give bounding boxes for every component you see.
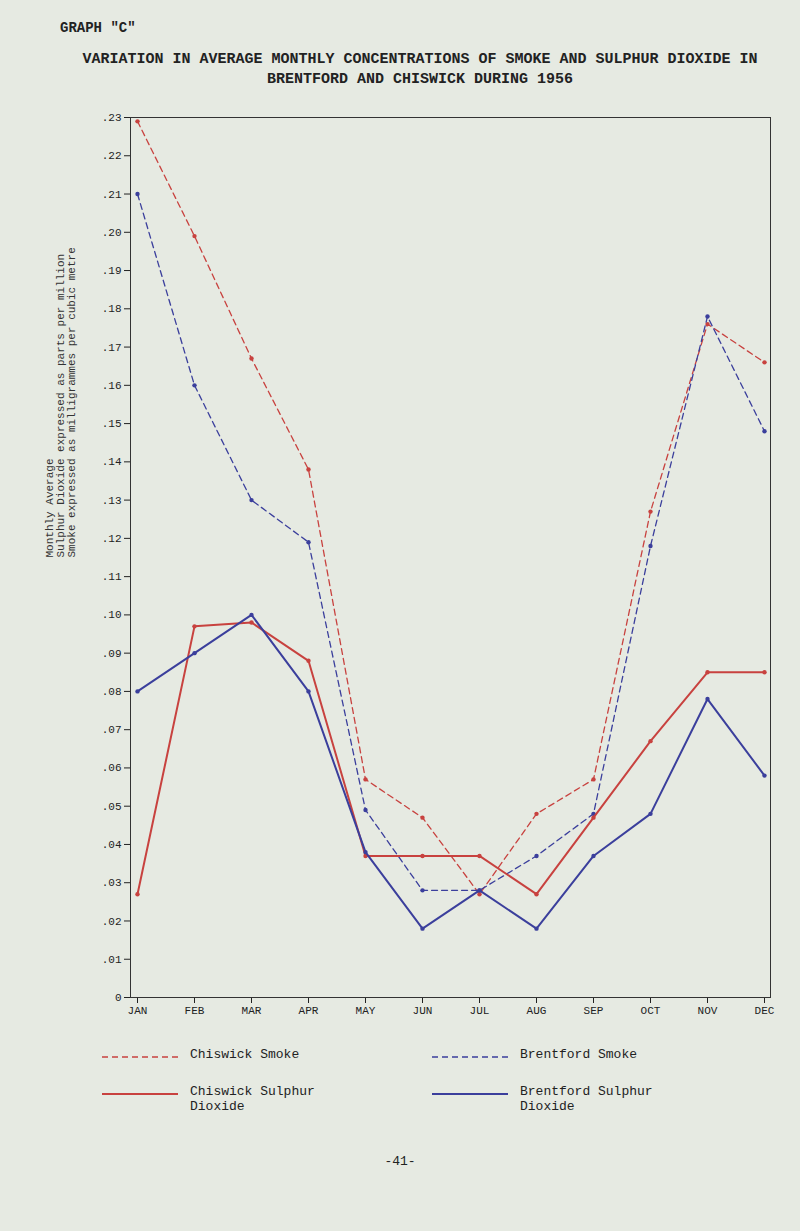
svg-text:.01: .01 [102, 953, 122, 965]
html-text:-41-: -41- [384, 1153, 416, 1169]
svg-text:.14: .14 [102, 456, 122, 468]
svg-text:.02: .02 [102, 915, 122, 927]
svg-text:.04: .04 [102, 838, 122, 850]
svg-text:APR: APR [299, 1005, 319, 1017]
svg-text:AUG: AUG [527, 1005, 547, 1017]
svg-text:.11: .11 [102, 571, 122, 583]
svg-text:.03: .03 [102, 877, 122, 889]
svg-text:.15: .15 [102, 418, 122, 430]
svg-text:.09: .09 [102, 647, 122, 659]
svg-text:.23: .23 [102, 112, 122, 124]
html-text:VARIATION IN AVERAGE MONTHLY C: VARIATION IN AVERAGE MONTHLY CONCENTRATI… [82, 51, 758, 89]
svg-text:.06: .06 [102, 762, 122, 774]
html-text:GRAPH "C": GRAPH "C" [60, 20, 136, 36]
html-text:Brentford Smoke: Brentford Smoke [520, 1046, 637, 1062]
svg-text:JAN: JAN [128, 1005, 148, 1017]
svg-text:.16: .16 [102, 379, 122, 391]
svg-text:.13: .13 [102, 494, 122, 506]
html-text:Chiswick Smoke: Chiswick Smoke [190, 1046, 300, 1062]
html-text:Brentford Sulphur Dioxide: Brentford Sulphur Dioxide [520, 1083, 653, 1114]
svg-text:MAY: MAY [356, 1005, 376, 1017]
svg-text:.18: .18 [102, 303, 122, 315]
svg-text:.10: .10 [102, 609, 122, 621]
svg-text:.17: .17 [102, 341, 122, 353]
html-text:Chiswick Sulphur Dioxide: Chiswick Sulphur Dioxide [190, 1083, 315, 1114]
svg-text:.05: .05 [102, 800, 122, 812]
svg-text:.08: .08 [102, 685, 122, 697]
svg-text:Monthly AverageSulphur Dioxide: Monthly AverageSulphur Dioxide expressed… [44, 247, 78, 557]
svg-text:JUN: JUN [413, 1005, 433, 1017]
svg-text:.21: .21 [102, 188, 122, 200]
svg-text:SEP: SEP [584, 1005, 604, 1017]
svg-text:DEC: DEC [755, 1005, 775, 1017]
svg-text:0: 0 [115, 992, 122, 1004]
svg-text:.20: .20 [102, 226, 122, 238]
svg-text:OCT: OCT [641, 1005, 661, 1017]
svg-text:.19: .19 [102, 265, 122, 277]
svg-text:JUL: JUL [470, 1005, 490, 1017]
svg-text:.07: .07 [102, 724, 122, 736]
svg-text:NOV: NOV [698, 1005, 718, 1017]
svg-text:FEB: FEB [185, 1005, 205, 1017]
svg-text:MAR: MAR [242, 1005, 262, 1017]
svg-text:.22: .22 [102, 150, 122, 162]
svg-text:.12: .12 [102, 532, 122, 544]
